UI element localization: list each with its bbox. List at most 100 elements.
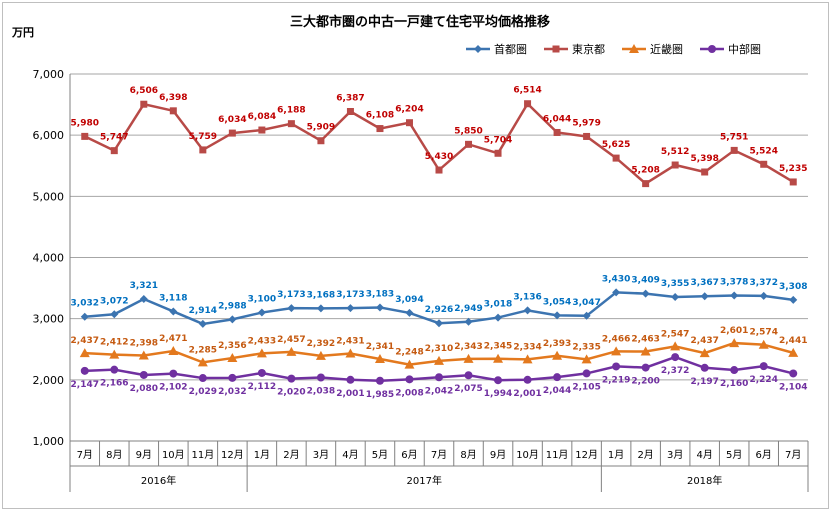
data-point — [758, 339, 769, 349]
data-point — [228, 129, 236, 137]
data-point — [671, 161, 679, 169]
data-label: 5,524 — [749, 146, 777, 156]
data-label: 2,038 — [307, 387, 335, 397]
data-label: 2,463 — [631, 335, 659, 345]
data-point — [316, 304, 325, 313]
data-label: 2,601 — [720, 326, 748, 336]
data-point — [730, 146, 738, 154]
data-label: 2,988 — [218, 301, 246, 311]
data-point — [317, 137, 325, 145]
data-label: 2,914 — [189, 306, 217, 316]
data-label: 2,112 — [248, 382, 276, 392]
data-point — [629, 44, 639, 53]
data-label: 6,398 — [159, 93, 187, 103]
data-point — [404, 359, 415, 369]
chart-title: 三大都市圏の中古一戸建て住宅平均価格推移 — [290, 14, 550, 30]
data-point — [110, 365, 119, 374]
data-point — [788, 347, 799, 357]
data-label: 5,235 — [779, 164, 807, 174]
series-東京都 — [81, 100, 797, 188]
data-point — [730, 366, 739, 375]
data-point — [79, 348, 90, 358]
data-point — [612, 288, 621, 297]
data-point — [581, 354, 592, 364]
data-label: 6,387 — [336, 93, 364, 103]
x-tick-label: 4月 — [696, 449, 712, 461]
x-tick-label: 5月 — [372, 449, 388, 461]
data-label: 3,072 — [100, 296, 128, 306]
year-label: 2018年 — [687, 474, 722, 487]
data-label: 5,980 — [71, 118, 99, 128]
legend-item: 中部圏 — [700, 42, 761, 56]
year-label: 2016年 — [141, 474, 176, 487]
data-point — [789, 178, 797, 186]
data-label: 5,979 — [572, 118, 600, 128]
data-point — [759, 291, 768, 300]
data-label: 6,044 — [543, 114, 571, 124]
x-tick-label: 4月 — [342, 449, 358, 461]
data-label: 6,514 — [513, 86, 541, 96]
data-label: 2,001 — [513, 389, 541, 399]
data-label: 2,001 — [336, 389, 364, 399]
x-tick-label: 2月 — [283, 449, 299, 461]
data-point — [315, 350, 326, 360]
data-label: 2,200 — [631, 377, 659, 387]
data-label: 6,188 — [277, 106, 305, 116]
data-point — [287, 304, 296, 313]
data-point — [700, 363, 709, 372]
data-point — [701, 168, 709, 176]
data-point — [612, 154, 620, 162]
legend-label: 近畿圏 — [650, 42, 683, 56]
data-label: 5,747 — [100, 133, 128, 143]
data-label: 2,341 — [366, 342, 394, 352]
data-label: 3,183 — [366, 289, 394, 299]
data-point — [708, 45, 716, 53]
y-tick-label: 7,000 — [33, 68, 65, 81]
data-label: 2,042 — [425, 386, 453, 396]
data-label: 2,547 — [661, 329, 689, 339]
x-tick-label: 7月 — [77, 449, 93, 461]
data-point — [346, 107, 354, 115]
data-point — [375, 303, 384, 312]
data-label: 5,398 — [690, 154, 718, 164]
data-point — [287, 120, 295, 128]
x-tick-label: 10月 — [516, 449, 539, 461]
x-tick-label: 7月 — [431, 449, 447, 461]
data-point — [256, 348, 267, 358]
data-point — [168, 346, 179, 356]
data-label: 6,204 — [395, 105, 423, 115]
data-label: 3,136 — [513, 292, 541, 302]
data-point — [553, 128, 561, 136]
data-label: 2,310 — [425, 344, 453, 354]
data-label: 2,044 — [543, 386, 571, 396]
data-point — [198, 319, 207, 328]
data-point — [81, 132, 89, 140]
x-tick-label: 8月 — [106, 449, 122, 461]
data-point — [611, 346, 622, 356]
data-point — [434, 355, 444, 365]
data-label: 2,926 — [425, 305, 453, 315]
data-point — [169, 107, 177, 115]
legend-item: 近畿圏 — [622, 42, 683, 56]
data-label: 2,147 — [71, 380, 99, 390]
data-point — [257, 308, 266, 317]
data-label: 2,335 — [572, 342, 600, 352]
data-label: 2,431 — [336, 336, 364, 346]
x-tick-label: 12月 — [221, 449, 244, 461]
x-tick-label: 1月 — [254, 449, 270, 461]
data-label: 2,032 — [218, 387, 246, 397]
data-point — [199, 146, 207, 154]
data-point — [169, 369, 178, 378]
data-point — [582, 311, 591, 320]
data-label: 6,108 — [366, 111, 394, 121]
data-point — [169, 307, 178, 316]
data-label: 3,173 — [336, 290, 364, 300]
data-label: 3,355 — [661, 279, 689, 289]
data-label: 3,047 — [572, 298, 600, 308]
data-label: 3,018 — [484, 300, 512, 310]
data-label: 2,356 — [218, 341, 246, 351]
data-point — [346, 304, 355, 313]
data-point — [435, 319, 443, 328]
data-label: 3,032 — [71, 299, 99, 309]
data-label: 2,075 — [454, 384, 482, 394]
